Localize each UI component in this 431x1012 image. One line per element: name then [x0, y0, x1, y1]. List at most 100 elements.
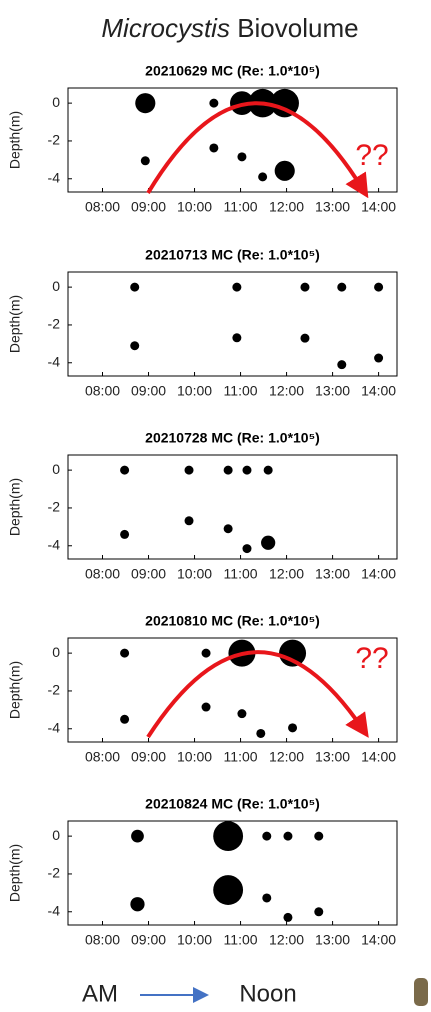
bubble	[314, 831, 324, 841]
bubble	[120, 648, 130, 658]
x-tick-label: 09:00	[131, 199, 166, 215]
y-tick-label: 0	[52, 644, 60, 660]
x-tick-label: 12:00	[269, 932, 304, 948]
bubble	[232, 282, 242, 292]
bubble	[337, 282, 347, 292]
bubble	[300, 333, 310, 343]
chart-title: 20210713 MC (Re: 1.0*10⁵)	[145, 247, 320, 263]
footer-left: AM	[82, 980, 118, 1007]
bubble	[256, 728, 266, 738]
plot-frame	[67, 87, 398, 193]
x-tick-label: 13:00	[315, 932, 350, 948]
y-axis-label: Depth(m)	[7, 661, 23, 719]
bubble	[283, 831, 293, 841]
x-tick-label: 13:00	[315, 199, 350, 215]
bubble	[223, 465, 233, 475]
x-tick-label: 10:00	[177, 566, 212, 582]
x-tick-label: 11:00	[224, 383, 258, 399]
chart-title: 20210824 MC (Re: 1.0*10⁵)	[145, 796, 320, 812]
x-tick-label: 12:00	[269, 566, 304, 582]
x-tick-label: 08:00	[85, 199, 120, 215]
bubble	[237, 152, 247, 162]
y-tick-label: -4	[48, 536, 61, 552]
x-tick-label: 08:00	[85, 932, 120, 948]
x-tick-label: 11:00	[224, 199, 258, 215]
bubble	[223, 524, 233, 534]
x-tick-label: 14:00	[361, 383, 396, 399]
bubble	[242, 465, 252, 475]
x-tick-label: 08:00	[85, 749, 120, 765]
bubble	[209, 98, 219, 108]
x-tick-label: 13:00	[315, 566, 350, 582]
x-tick-label: 14:00	[361, 199, 396, 215]
bubble	[130, 282, 140, 292]
plot-frame	[67, 637, 398, 743]
figure-title: Microcystis Biovolume	[101, 13, 358, 43]
y-tick-label: 0	[52, 278, 60, 294]
y-tick-label: -4	[48, 169, 61, 185]
bubble	[270, 88, 299, 118]
bubble	[201, 702, 211, 712]
bubble	[263, 465, 273, 475]
x-tick-label: 13:00	[315, 383, 350, 399]
x-tick-label: 14:00	[361, 749, 396, 765]
trend-arrow	[146, 650, 369, 739]
x-tick-label: 09:00	[131, 383, 166, 399]
plot-frame	[67, 271, 398, 377]
x-tick-label: 09:00	[131, 566, 166, 582]
y-axis-label: Depth(m)	[7, 844, 23, 902]
x-tick-label: 12:00	[269, 749, 304, 765]
y-axis-label: Depth(m)	[7, 295, 23, 353]
bubble	[258, 172, 268, 182]
y-tick-label: -4	[48, 902, 61, 918]
bubble	[140, 156, 150, 166]
corner-image	[414, 978, 428, 1006]
y-tick-label: -2	[48, 499, 61, 515]
x-tick-label: 12:00	[269, 199, 304, 215]
chart-title: 20210810 MC (Re: 1.0*10⁵)	[145, 613, 320, 629]
y-tick-label: 0	[52, 827, 60, 843]
bubble	[262, 893, 272, 903]
plot-frame	[67, 454, 398, 560]
chart-title: 20210728 MC (Re: 1.0*10⁵)	[145, 430, 320, 446]
annotation: ??	[355, 139, 388, 172]
x-tick-label: 10:00	[177, 932, 212, 948]
bubble	[274, 160, 295, 181]
bubble	[184, 516, 194, 526]
x-tick-label: 14:00	[361, 932, 396, 948]
bubble	[184, 465, 194, 475]
x-tick-label: 12:00	[269, 383, 304, 399]
bubble	[242, 544, 252, 554]
bubble	[120, 465, 130, 475]
chart-title: 20210629 MC (Re: 1.0*10⁵)	[145, 63, 320, 79]
x-tick-label: 14:00	[361, 566, 396, 582]
y-axis-label: Depth(m)	[7, 111, 23, 169]
title-italic: Microcystis	[101, 13, 230, 43]
bubble	[135, 93, 156, 114]
y-axis-label: Depth(m)	[7, 478, 23, 536]
bubble	[201, 648, 211, 658]
bubble	[283, 912, 293, 922]
bubble	[213, 821, 244, 852]
y-tick-label: -4	[48, 353, 61, 369]
x-tick-label: 11:00	[224, 749, 258, 765]
y-tick-label: -2	[48, 316, 61, 332]
y-tick-label: -4	[48, 719, 61, 735]
x-tick-label: 08:00	[85, 383, 120, 399]
x-tick-label: 11:00	[224, 932, 258, 948]
bubble	[213, 875, 244, 905]
plot-frame	[67, 820, 398, 926]
x-tick-label: 10:00	[177, 383, 212, 399]
x-tick-label: 10:00	[177, 199, 212, 215]
trend-arrow	[146, 101, 369, 199]
bubble	[374, 282, 384, 292]
x-tick-label: 10:00	[177, 749, 212, 765]
y-tick-label: 0	[52, 461, 60, 477]
bubble	[288, 723, 298, 733]
bubble	[279, 639, 307, 667]
bubble	[130, 897, 145, 912]
x-tick-label: 13:00	[315, 749, 350, 765]
y-tick-label: -2	[48, 682, 61, 698]
